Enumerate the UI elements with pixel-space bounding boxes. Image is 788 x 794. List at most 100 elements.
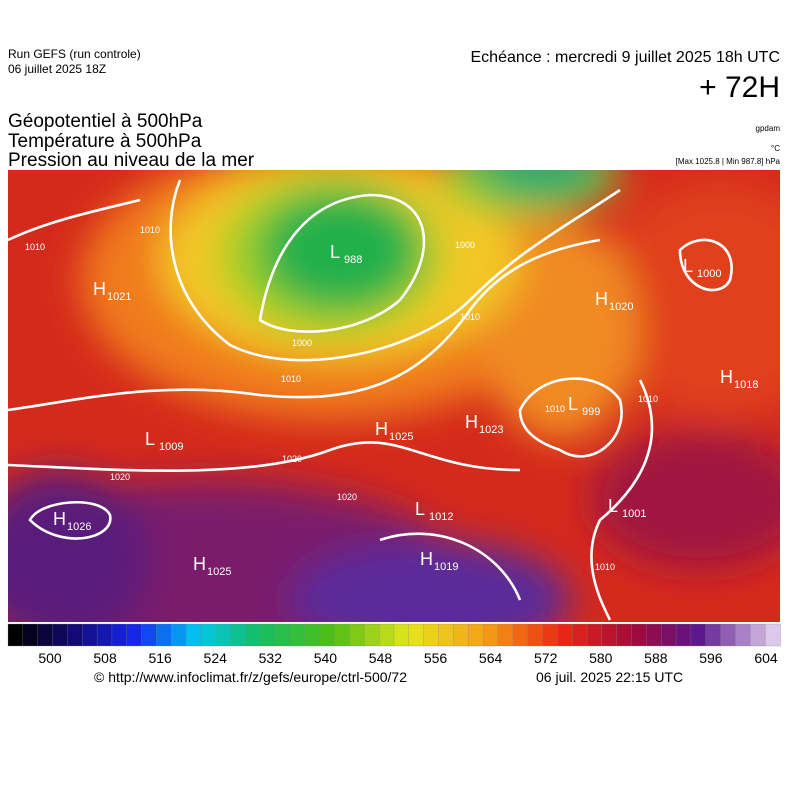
colorbar-tick-label: 604 [754, 650, 778, 666]
generated-time: 06 juil. 2025 22:15 UTC [536, 669, 683, 685]
colorbar-swatch [245, 623, 262, 647]
colorbar-swatch [690, 623, 707, 647]
colorbar-swatch [631, 623, 648, 647]
center-value: 988 [344, 254, 362, 266]
center-type: H [465, 412, 478, 432]
colorbar-swatch [319, 623, 336, 647]
center-type: L [683, 256, 693, 276]
echeance: Echéance : mercredi 9 juillet 2025 18h U… [471, 49, 781, 66]
title-line: Géopotentiel à 500hPa [8, 111, 203, 132]
colorbar-swatch [275, 623, 291, 647]
center-value: 1018 [734, 379, 758, 391]
colorbar-tick-label: 596 [699, 650, 723, 666]
colorbar-swatch [468, 623, 484, 647]
colorbar-swatch [52, 623, 69, 647]
colorbar-swatch [720, 623, 737, 647]
colorbar: 500 508 516 524 532 540 548 556 564 572 580 588 596 6… [7, 623, 781, 666]
center-value: 1000 [697, 268, 721, 280]
colorbar-swatch [304, 623, 321, 647]
colorbar-swatch [22, 623, 39, 647]
map [8, 170, 780, 622]
colorbar-tick-label: 556 [424, 650, 448, 666]
title-line: Pression au niveau de la mer [8, 150, 255, 171]
colorbar-swatch [616, 623, 633, 647]
colorbar-swatch [586, 623, 603, 647]
colorbar-swatch [186, 623, 202, 647]
colorbar-swatch [408, 623, 425, 647]
source-credit: © http://www.infoclimat.fr/z/gefs/europe… [94, 669, 407, 685]
center-value: 1020 [609, 301, 633, 313]
center-value: 1001 [622, 508, 646, 520]
colorbar-swatch [646, 623, 662, 647]
colorbar-swatch [438, 623, 455, 647]
isobar-label: 1010 [281, 374, 301, 384]
center-type: H [375, 419, 388, 439]
center-type: H [193, 554, 206, 574]
colorbar-swatch [111, 623, 128, 647]
colorbar-swatch [512, 623, 529, 647]
colorbar-swatch [67, 623, 83, 647]
center-value: 1025 [389, 431, 413, 443]
center-type: L [145, 429, 155, 449]
isobar-label: 1010 [460, 312, 480, 322]
colorbar-swatch [82, 623, 98, 647]
center-type: L [608, 496, 618, 516]
colorbar-swatch [750, 623, 766, 647]
center-value: 1026 [67, 521, 91, 533]
isobar-label: 1010 [595, 562, 615, 572]
colorbar-swatch [171, 623, 187, 647]
colorbar-swatch [289, 623, 306, 647]
colorbar-swatch [200, 623, 217, 647]
center-value: 1019 [434, 561, 458, 573]
center-type: H [53, 509, 66, 529]
center-type: H [595, 289, 608, 309]
colorbar-swatch [260, 623, 276, 647]
isobar-label: 1020 [337, 492, 357, 502]
unit-label: gpdam [756, 124, 781, 133]
center-type: H [420, 549, 433, 569]
center-value: 1021 [107, 291, 131, 303]
colorbar-swatch [572, 623, 588, 647]
unit-label: °C [771, 144, 780, 153]
colorbar-swatch [482, 623, 499, 647]
center-type: H [93, 279, 106, 299]
colorbar-swatch [705, 623, 722, 647]
isobar-label: 1000 [292, 338, 312, 348]
colorbar-swatch [7, 623, 24, 647]
colorbar-swatch [497, 623, 514, 647]
center-type: L [330, 242, 340, 262]
colorbar-swatch [349, 623, 365, 647]
colorbar-swatch [423, 623, 440, 647]
isobar-label: 1010 [545, 404, 565, 414]
colorbar-tick-label: 580 [589, 650, 613, 666]
run-label: Run GEFS (run controle) [8, 47, 141, 61]
colorbar-swatch [37, 623, 54, 647]
colorbar-swatch [453, 623, 469, 647]
lead-time: + 72H [699, 71, 780, 104]
colorbar-swatch [527, 623, 544, 647]
isobar-label: 1020 [282, 454, 302, 464]
colorbar-swatch [230, 623, 247, 647]
colorbar-swatch [735, 623, 751, 647]
colorbar-swatch [379, 623, 395, 647]
isobar-label: 1010 [638, 394, 658, 404]
colorbar-swatch [661, 623, 677, 647]
title-line: Température à 500hPa [8, 131, 202, 152]
colorbar-tick-label: 508 [93, 650, 117, 666]
colorbar-tick-label: 572 [534, 650, 558, 666]
colorbar-swatch [542, 623, 558, 647]
colorbar-tick-label: 564 [479, 650, 503, 666]
center-type: L [568, 394, 578, 414]
colorbar-tick-label: 516 [148, 650, 172, 666]
center-value: 1025 [207, 566, 231, 578]
isobar-label: 1010 [25, 242, 45, 252]
colorbar-swatch [96, 623, 113, 647]
center-value: 1009 [159, 441, 183, 453]
colorbar-swatch [675, 623, 692, 647]
colorbar-tick-label: 588 [644, 650, 668, 666]
run-date: 06 juillet 2025 18Z [8, 62, 106, 76]
isobar-label: 1010 [140, 225, 160, 235]
colorbar-swatch [393, 623, 410, 647]
